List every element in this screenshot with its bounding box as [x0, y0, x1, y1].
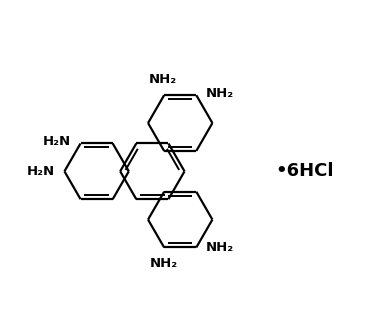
- Text: NH₂: NH₂: [150, 257, 178, 270]
- Text: H₂N: H₂N: [27, 165, 55, 178]
- Text: H₂N: H₂N: [43, 135, 71, 149]
- Text: NH₂: NH₂: [205, 87, 234, 100]
- Text: •6HCl: •6HCl: [275, 162, 333, 180]
- Text: NH₂: NH₂: [205, 241, 234, 254]
- Text: NH₂: NH₂: [149, 73, 177, 86]
